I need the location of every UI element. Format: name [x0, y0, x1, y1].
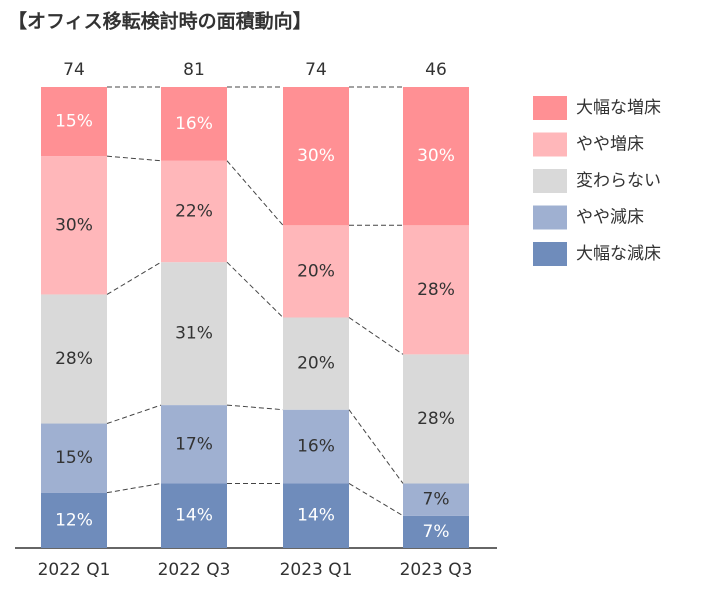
bar-segment	[161, 405, 227, 484]
legend-swatch	[533, 169, 567, 193]
bar-segment	[403, 87, 469, 226]
value-label: 16%	[297, 437, 335, 457]
legend-swatch	[533, 96, 567, 120]
chart-title: 【オフィス移転検討時の面積動向】	[8, 10, 312, 33]
bar-segment	[161, 87, 227, 161]
connector	[106, 155, 162, 162]
total-label: 74	[63, 60, 85, 80]
connector	[226, 404, 284, 411]
connector	[348, 483, 404, 517]
bar-segment	[283, 87, 349, 226]
bar-segment	[283, 317, 349, 410]
legend-label: やや減床	[576, 208, 644, 228]
connector	[348, 317, 404, 355]
bar-segment	[283, 483, 349, 548]
x-tick-label: 2023 Q3	[400, 560, 473, 580]
value-label: 20%	[297, 354, 335, 374]
x-tick-label: 2023 Q1	[280, 560, 353, 580]
value-label: 15%	[55, 448, 93, 468]
connector	[106, 404, 162, 425]
bar-segment	[41, 156, 107, 295]
value-label: 12%	[55, 510, 93, 530]
legend-label: 変わらない	[576, 171, 661, 191]
value-label: 16%	[175, 114, 213, 134]
connector	[226, 261, 284, 318]
value-label: 14%	[175, 506, 213, 526]
bar-segment	[41, 87, 107, 157]
value-label: 7%	[423, 522, 450, 542]
bar-segment	[161, 160, 227, 263]
value-label: 17%	[175, 434, 213, 454]
legend-label: やや増床	[576, 135, 644, 155]
total-label: 74	[305, 60, 327, 80]
x-tick-label: 2022 Q3	[158, 560, 231, 580]
bar-segment	[403, 225, 469, 355]
bar-segment	[41, 492, 107, 548]
legend-swatch	[533, 132, 567, 157]
value-label: 22%	[175, 201, 213, 221]
total-label: 81	[183, 60, 205, 80]
legend-label: 大幅な減床	[576, 244, 661, 264]
value-label: 28%	[417, 280, 455, 300]
x-tick-label: 2022 Q1	[38, 560, 111, 580]
bar-segment	[283, 409, 349, 484]
value-label: 30%	[417, 146, 455, 166]
legend-swatch	[533, 205, 567, 230]
connector	[348, 409, 404, 484]
connector	[106, 261, 162, 295]
value-label: 28%	[417, 409, 455, 429]
bar-segment	[161, 483, 227, 548]
bar-segment	[41, 294, 107, 424]
value-label: 31%	[175, 324, 213, 344]
legend-swatch	[533, 242, 567, 266]
value-label: 20%	[297, 261, 335, 281]
bar-segment	[41, 423, 107, 493]
bar-segment	[403, 515, 469, 548]
value-label: 28%	[55, 349, 93, 369]
connector	[106, 482, 162, 494]
bar-segment	[283, 225, 349, 318]
value-label: 30%	[297, 146, 335, 166]
bar-segment	[403, 354, 469, 484]
connector	[226, 160, 284, 226]
bar-segment	[161, 262, 227, 406]
value-label: 14%	[297, 506, 335, 526]
value-label: 7%	[423, 490, 450, 510]
value-label: 30%	[55, 215, 93, 235]
bar-segment	[403, 483, 469, 516]
total-label: 46	[425, 60, 447, 80]
value-label: 15%	[55, 112, 93, 132]
legend-label: 大幅な増床	[576, 98, 661, 118]
